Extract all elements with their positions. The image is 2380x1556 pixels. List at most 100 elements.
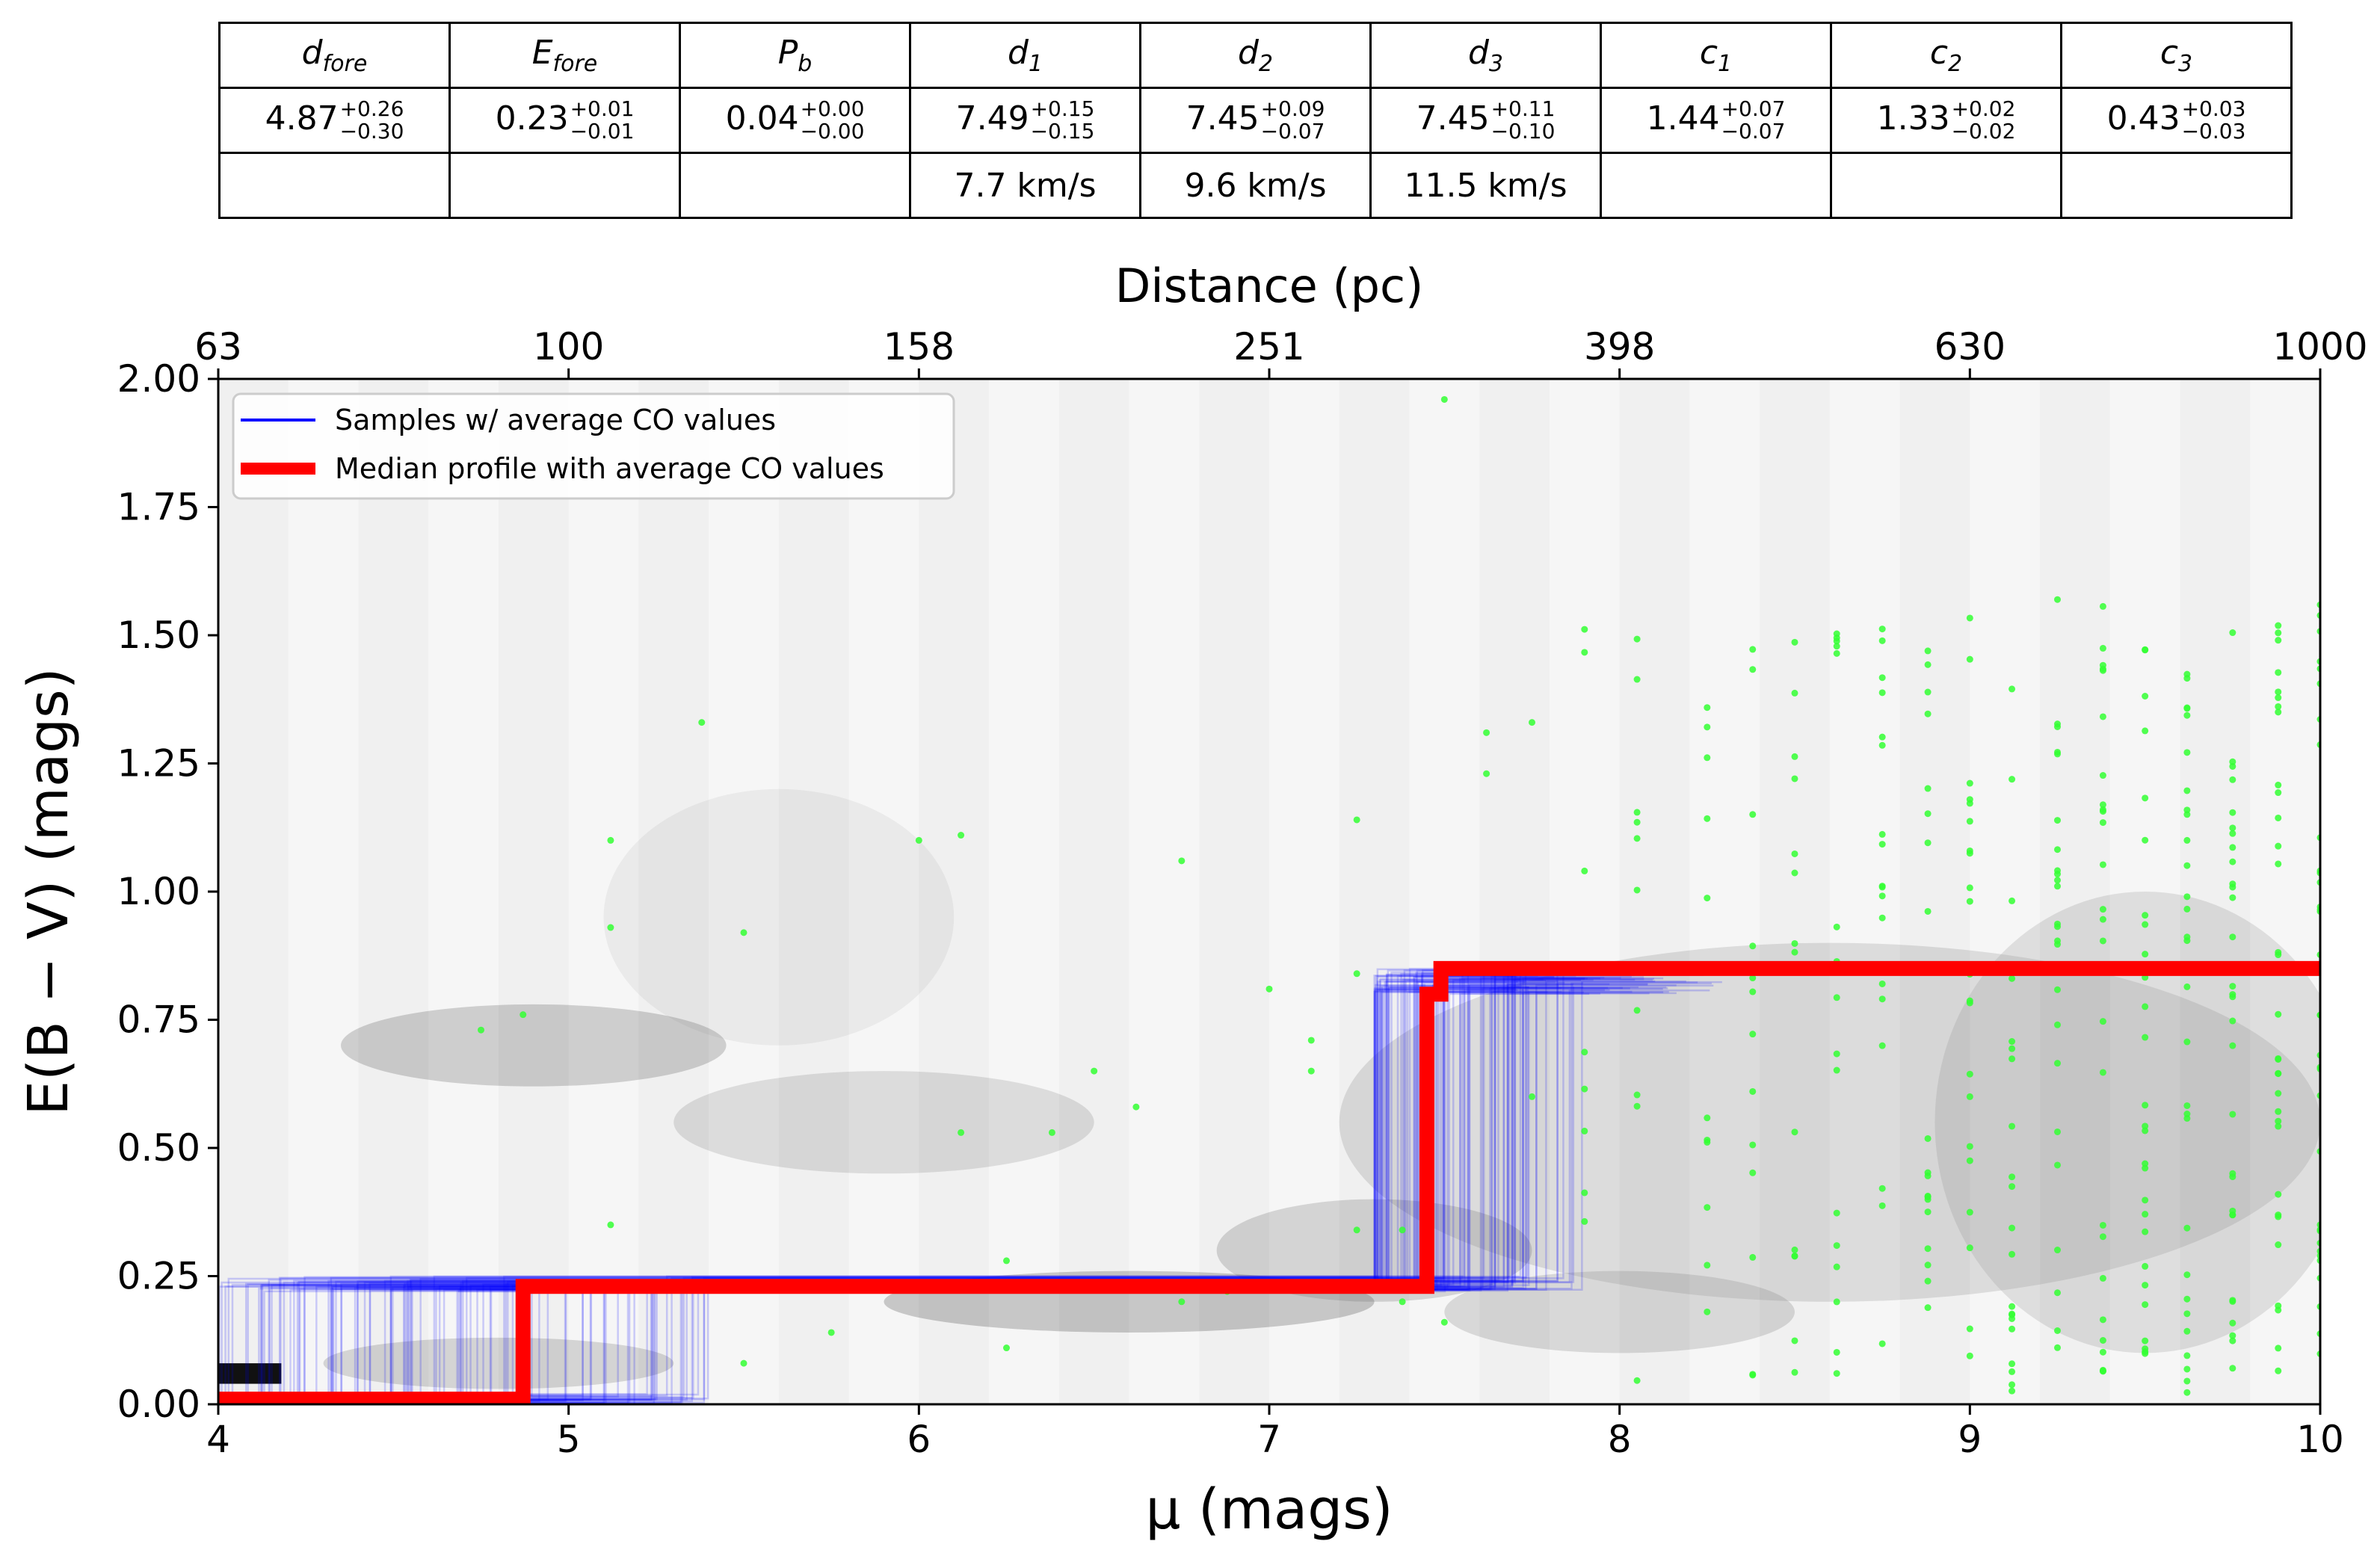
heatmap-column — [2250, 379, 2320, 1404]
legend-box — [232, 392, 955, 500]
star-point — [1966, 1325, 1973, 1333]
star-point — [2099, 1348, 2106, 1356]
star-point — [915, 836, 922, 844]
star-point — [2142, 692, 2149, 700]
star-point — [2183, 905, 2191, 913]
star-point — [1483, 770, 1490, 777]
star-point — [2099, 1274, 2106, 1282]
star-point — [2142, 1102, 2149, 1109]
star-point — [607, 924, 614, 931]
star-point — [1791, 1246, 1798, 1253]
star-point — [1633, 676, 1641, 683]
star-point — [2275, 708, 2282, 716]
star-point — [2008, 1250, 2016, 1258]
star-point — [2229, 1111, 2236, 1118]
star-point — [2142, 1160, 2149, 1167]
star-point — [2054, 867, 2061, 874]
star-point — [2183, 1365, 2191, 1373]
star-point — [2142, 836, 2149, 844]
star-point — [1966, 1070, 1973, 1078]
top-tick-label: 251 — [1233, 325, 1304, 368]
star-point — [1924, 647, 1932, 655]
y-tick-label: 0.50 — [117, 1126, 200, 1170]
star-point — [2229, 1332, 2236, 1339]
y-tick-label: 2.00 — [117, 357, 200, 401]
star-point — [2142, 794, 2149, 802]
star-point — [2183, 1271, 2191, 1279]
star-point — [2229, 1173, 2236, 1181]
star-point — [1440, 395, 1448, 403]
heatmap-column — [1199, 379, 1269, 1404]
star-point — [1878, 626, 1886, 633]
star-point — [2183, 1102, 2191, 1109]
star-point — [1581, 1049, 1588, 1056]
star-point — [1878, 689, 1886, 697]
star-point — [2054, 748, 2061, 756]
param-velocity-1 — [448, 152, 681, 219]
star-point — [2054, 1327, 2061, 1334]
param-value-5: 7.45 +0.11 −0.10 — [1369, 87, 1602, 154]
star-point — [2142, 1034, 2149, 1041]
param-value-2: 0.04 +0.00 −0.00 — [679, 87, 911, 154]
star-point — [1924, 1262, 1932, 1269]
star-point — [1924, 1169, 1932, 1176]
star-point — [478, 1026, 484, 1034]
star-point — [1581, 1127, 1588, 1134]
star-point — [2275, 1213, 2282, 1220]
star-point — [1966, 1093, 1973, 1100]
x-tick-label: 5 — [557, 1418, 581, 1461]
star-point — [1791, 1253, 1798, 1260]
star-point — [1633, 886, 1641, 894]
param-value-1: 0.23 +0.01 −0.01 — [448, 87, 681, 154]
star-point — [1924, 1134, 1932, 1142]
star-point — [1966, 884, 1973, 892]
star-point — [2275, 951, 2282, 959]
heatmap-column — [1129, 379, 1200, 1404]
star-point — [1440, 1318, 1448, 1326]
star-point — [2054, 1021, 2061, 1028]
star-point — [1966, 1143, 1973, 1150]
star-point — [2099, 661, 2106, 669]
axes: 4 5 6 7 8 9 10 0.00 0.25 0.50 0.75 1.00 1.25 1.50 1.75… — [117, 325, 2368, 1461]
star-point — [1749, 942, 1757, 950]
star-point — [2275, 637, 2282, 644]
star-point — [2275, 1117, 2282, 1125]
median-profile-line — [218, 960, 2320, 1404]
param-header-2: Pb — [679, 22, 911, 89]
star-point — [2099, 1337, 2106, 1344]
star-point — [1581, 1085, 1588, 1093]
star-point — [1704, 1308, 1711, 1315]
star-point — [2054, 723, 2061, 730]
star-point — [2275, 1090, 2282, 1097]
heatmap-column — [989, 379, 1059, 1404]
star-point — [1966, 1244, 1973, 1252]
star-point — [2142, 1003, 2149, 1010]
heatmap-column — [1620, 379, 1690, 1404]
star-point — [1791, 869, 1798, 877]
y-tick-label: 0.00 — [117, 1383, 200, 1426]
star-point — [2099, 1316, 2106, 1324]
star-point — [1833, 1298, 1840, 1306]
star-point — [2275, 781, 2282, 788]
star-point — [2142, 1211, 2149, 1218]
star-point — [2275, 703, 2282, 710]
star-point — [2183, 675, 2191, 682]
star-point — [2275, 669, 2282, 676]
star-point — [2142, 727, 2149, 735]
heatmap-column — [1550, 379, 1620, 1404]
y-tick-label: 1.00 — [117, 870, 200, 913]
heatmap-dense-cell — [218, 1363, 282, 1384]
star-point — [2275, 629, 2282, 637]
star-point — [2099, 713, 2106, 720]
star-point — [2054, 1128, 2061, 1135]
heatmap-column — [2040, 379, 2110, 1404]
heatmap-blob — [1444, 1271, 1795, 1353]
star-point — [1878, 1340, 1886, 1347]
top-tick-label: 158 — [884, 325, 955, 368]
param-header-0: dfore — [218, 22, 451, 89]
star-point — [1749, 666, 1757, 673]
star-point — [1791, 939, 1798, 947]
star-point — [1924, 661, 1932, 668]
param-value-6: 1.44 +0.07 −0.07 — [1600, 87, 1832, 154]
